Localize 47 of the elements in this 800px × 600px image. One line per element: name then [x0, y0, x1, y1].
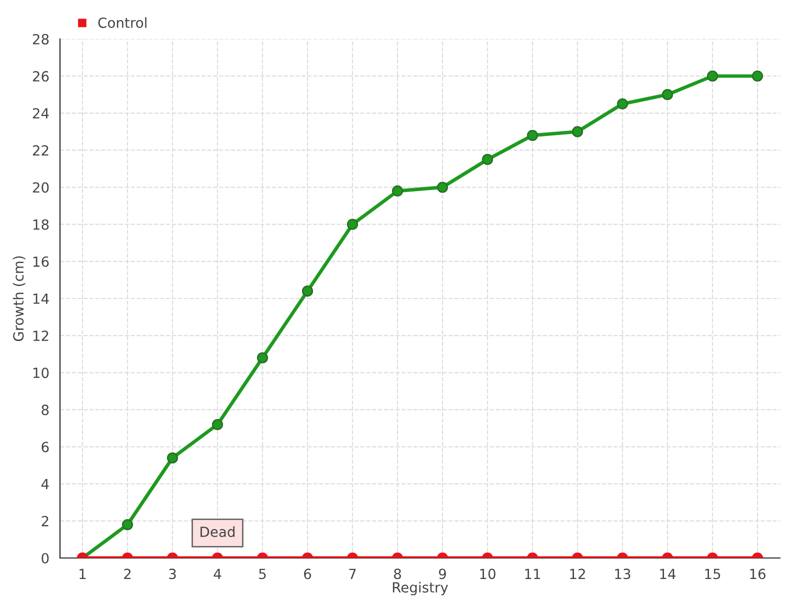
annotation: Dead	[200, 526, 235, 538]
x-tick-label: 15	[705, 568, 720, 580]
point	[752, 70, 764, 82]
x-tick-label: 3	[169, 568, 176, 580]
y-tick-label: 0	[42, 552, 49, 564]
x-tick-label: 14	[660, 568, 676, 579]
x-tick-label: 1	[80, 568, 86, 579]
point	[572, 126, 584, 138]
x-tick-label: 7	[349, 568, 356, 579]
y-tick-label: 26	[32, 71, 49, 82]
y-tick-label: 6	[42, 442, 49, 452]
legend-label: Control	[98, 17, 146, 28]
y-tick-label: 12	[33, 330, 48, 341]
x-tick-label: 13	[615, 568, 630, 580]
point	[256, 352, 268, 364]
y-tick-label: 24	[32, 108, 49, 118]
y-tick-label: 4	[41, 479, 49, 490]
point	[706, 70, 718, 82]
y-tick-label: 22	[32, 145, 48, 156]
point	[392, 185, 404, 197]
y-tick-label: 18	[33, 219, 49, 230]
y-tick-label: 16	[33, 256, 49, 267]
y-tick-label: 2	[42, 516, 48, 526]
point	[346, 218, 358, 230]
y-tick-label: 10	[33, 368, 49, 378]
point	[616, 98, 628, 110]
x-tick-label: 11	[525, 568, 540, 579]
x-tick-label: 10	[480, 568, 496, 580]
x-tick-label: 4	[214, 568, 222, 579]
y-tick-label: 28	[32, 34, 49, 44]
x-tick-label: 6	[304, 568, 312, 580]
x-tick-label: 5	[259, 568, 266, 580]
point	[302, 286, 314, 297]
point	[482, 154, 494, 166]
x-tick-label: 8	[394, 568, 401, 580]
x-tick-label: 9	[438, 568, 446, 580]
y-axis-title: Growth (cm)	[12, 256, 26, 342]
point	[436, 182, 448, 193]
y-tick-label: 8	[42, 404, 49, 416]
y-tick-label: 14	[33, 294, 49, 304]
x-axis-title: Registry	[392, 582, 448, 596]
y-tick-label: 20	[32, 182, 49, 193]
point	[526, 130, 538, 141]
point	[662, 89, 674, 100]
x-tick-label: 2	[124, 568, 131, 579]
x-tick-label: 12	[570, 568, 585, 579]
x-tick-label: 16	[750, 568, 766, 580]
